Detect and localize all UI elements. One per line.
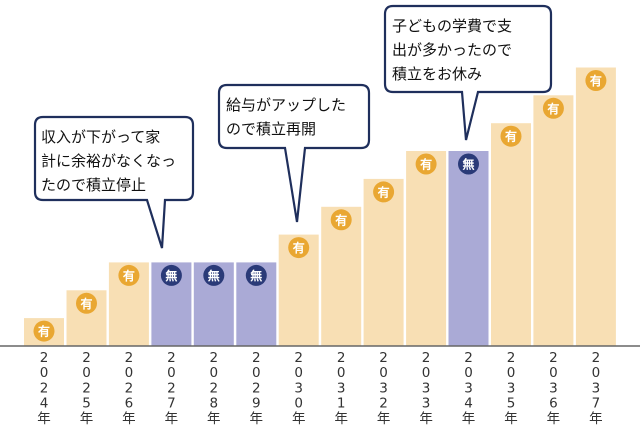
badge-2029年 <box>245 264 267 286</box>
badge-text-2033年: 有 <box>420 157 432 172</box>
badge-text-2032年: 有 <box>378 184 390 199</box>
callout-2-bubble <box>217 83 371 223</box>
badge-2024年 <box>33 320 55 342</box>
badge-text-2031年: 有 <box>335 212 347 227</box>
badge-text-2024年: 有 <box>38 324 50 339</box>
bar-2033年 <box>406 151 447 346</box>
callout-2: 給与がアップした ので積立再開 <box>217 83 371 223</box>
bar-2036年 <box>533 95 574 346</box>
badge-2026年 <box>118 264 140 286</box>
badge-2028年 <box>203 264 225 286</box>
badge-text-2029年: 無 <box>250 268 262 283</box>
badge-2030年 <box>288 237 310 259</box>
bars-layer: 有有有無無無有有有有 無有有有 <box>24 67 616 347</box>
callout-1: 収入が下がって家 計に余裕がなくなっ たので積立停止 <box>33 115 195 249</box>
callout-3-line-2: 出が多かったので <box>392 41 512 59</box>
x-axis-labels: 2 0 2 4 年 2 0 2 5 年 2 0 2 6 年 2 0 2 7 年 2 0 2 8 年 2 0 2 9 年 2 0 3 0 年 2 0 3 1 年… <box>37 350 602 427</box>
badge-2031年 <box>330 209 352 231</box>
badge-2033年 <box>415 153 437 175</box>
callout-2-line-2: ので積立再開 <box>226 120 316 138</box>
badge-2027年 <box>160 264 182 286</box>
callout-2-line-1: 給与がアップした <box>226 96 346 114</box>
callout-3-line-1: 子どもの学費で支 <box>392 17 512 35</box>
badge-text-2035年: 有 <box>505 129 517 144</box>
bar-2035年 <box>491 123 531 346</box>
badge-text-2028年: 無 <box>208 268 220 283</box>
badge-text-2025年: 有 <box>80 296 92 311</box>
badge-text-2037年: 有 <box>590 73 602 88</box>
bar-2032年 <box>363 178 404 346</box>
badge-2037年 <box>585 70 607 91</box>
callout-1-bubble <box>33 115 195 249</box>
badge-text-2036年: 有 <box>547 101 559 116</box>
badge-2035年 <box>500 125 522 147</box>
bar-2037年 <box>575 67 616 346</box>
callout-1-line-3: たので積立停止 <box>41 176 146 194</box>
badge-2032年 <box>373 181 395 203</box>
callout-1-line-2: 計に余裕がなくなっ <box>41 152 176 170</box>
badge-2036年 <box>542 97 564 119</box>
bar-2034年 <box>448 151 489 346</box>
badge-text-2030年: 有 <box>293 240 305 255</box>
badge-2025年 <box>76 292 97 314</box>
badge-text-2026年: 有 <box>123 268 135 283</box>
badge-2034年 <box>458 153 479 175</box>
callout-3-line-3: 積立をお休み <box>392 65 482 83</box>
callout-3: 子どもの学費で支 出が多かったので 積立をお休み <box>383 4 553 141</box>
badge-text-2027年: 無 <box>165 268 177 283</box>
badge-text-2034年: 無 <box>462 157 474 172</box>
callout-3-bubble <box>383 4 553 141</box>
callout-1-line-1: 収入が下がって家 <box>41 128 160 146</box>
